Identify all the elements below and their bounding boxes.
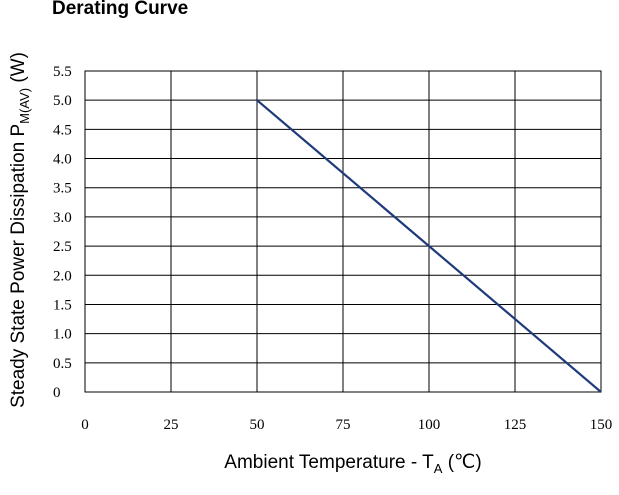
y-tick-label: 2.0	[53, 268, 72, 284]
y-tick-label: 5.5	[53, 64, 72, 80]
y-tick-label: 3.5	[53, 181, 72, 197]
x-axis-label-sub: A	[434, 461, 443, 476]
chart-title: Derating Curve	[52, 0, 188, 19]
grid-layer	[84, 70, 602, 393]
plot-frame	[84, 70, 602, 393]
x-tick-label: 0	[81, 417, 89, 433]
y-tick-label: 5.0	[53, 93, 72, 109]
y-tick-label: 3.0	[53, 210, 72, 226]
x-axis-label-unit: (℃)	[442, 452, 481, 473]
x-tick-label: 125	[504, 417, 527, 433]
y-tick-label: 2.5	[53, 239, 72, 255]
y-axis-label-main: Steady State Power Dissipation P	[8, 124, 29, 408]
y-tick-label: 1.0	[53, 327, 72, 343]
x-tick-label: 150	[590, 417, 613, 433]
y-axis-label: Steady State Power Dissipation PM(AV) (W…	[8, 52, 32, 408]
tick-layer: 0 0.5 1.0 1.5 2.0 2.5 3.0 3.5 4.0 4.5 5.0 5.5 0 25 50 7…	[53, 64, 612, 433]
y-tick-label: 0.5	[53, 356, 72, 372]
y-tick-label: 4.5	[53, 122, 72, 138]
y-tick-label: 1.5	[53, 297, 72, 313]
y-tick-label: 0	[53, 385, 61, 401]
x-axis-label-main: Ambient Temperature - T	[224, 452, 434, 473]
x-tick-label: 25	[164, 417, 179, 433]
y-axis-label-sub: M(AV)	[17, 88, 32, 124]
series-layer	[256, 99, 602, 393]
y-tick-label: 4.0	[53, 152, 72, 168]
derating-line	[256, 99, 602, 393]
x-axis-label: Ambient Temperature - TA (℃)	[224, 452, 481, 476]
y-axis-label-unit: (W)	[8, 52, 29, 88]
x-tick-label: 50	[250, 417, 265, 433]
x-tick-label: 75	[336, 417, 351, 433]
x-tick-label: 100	[418, 417, 441, 433]
